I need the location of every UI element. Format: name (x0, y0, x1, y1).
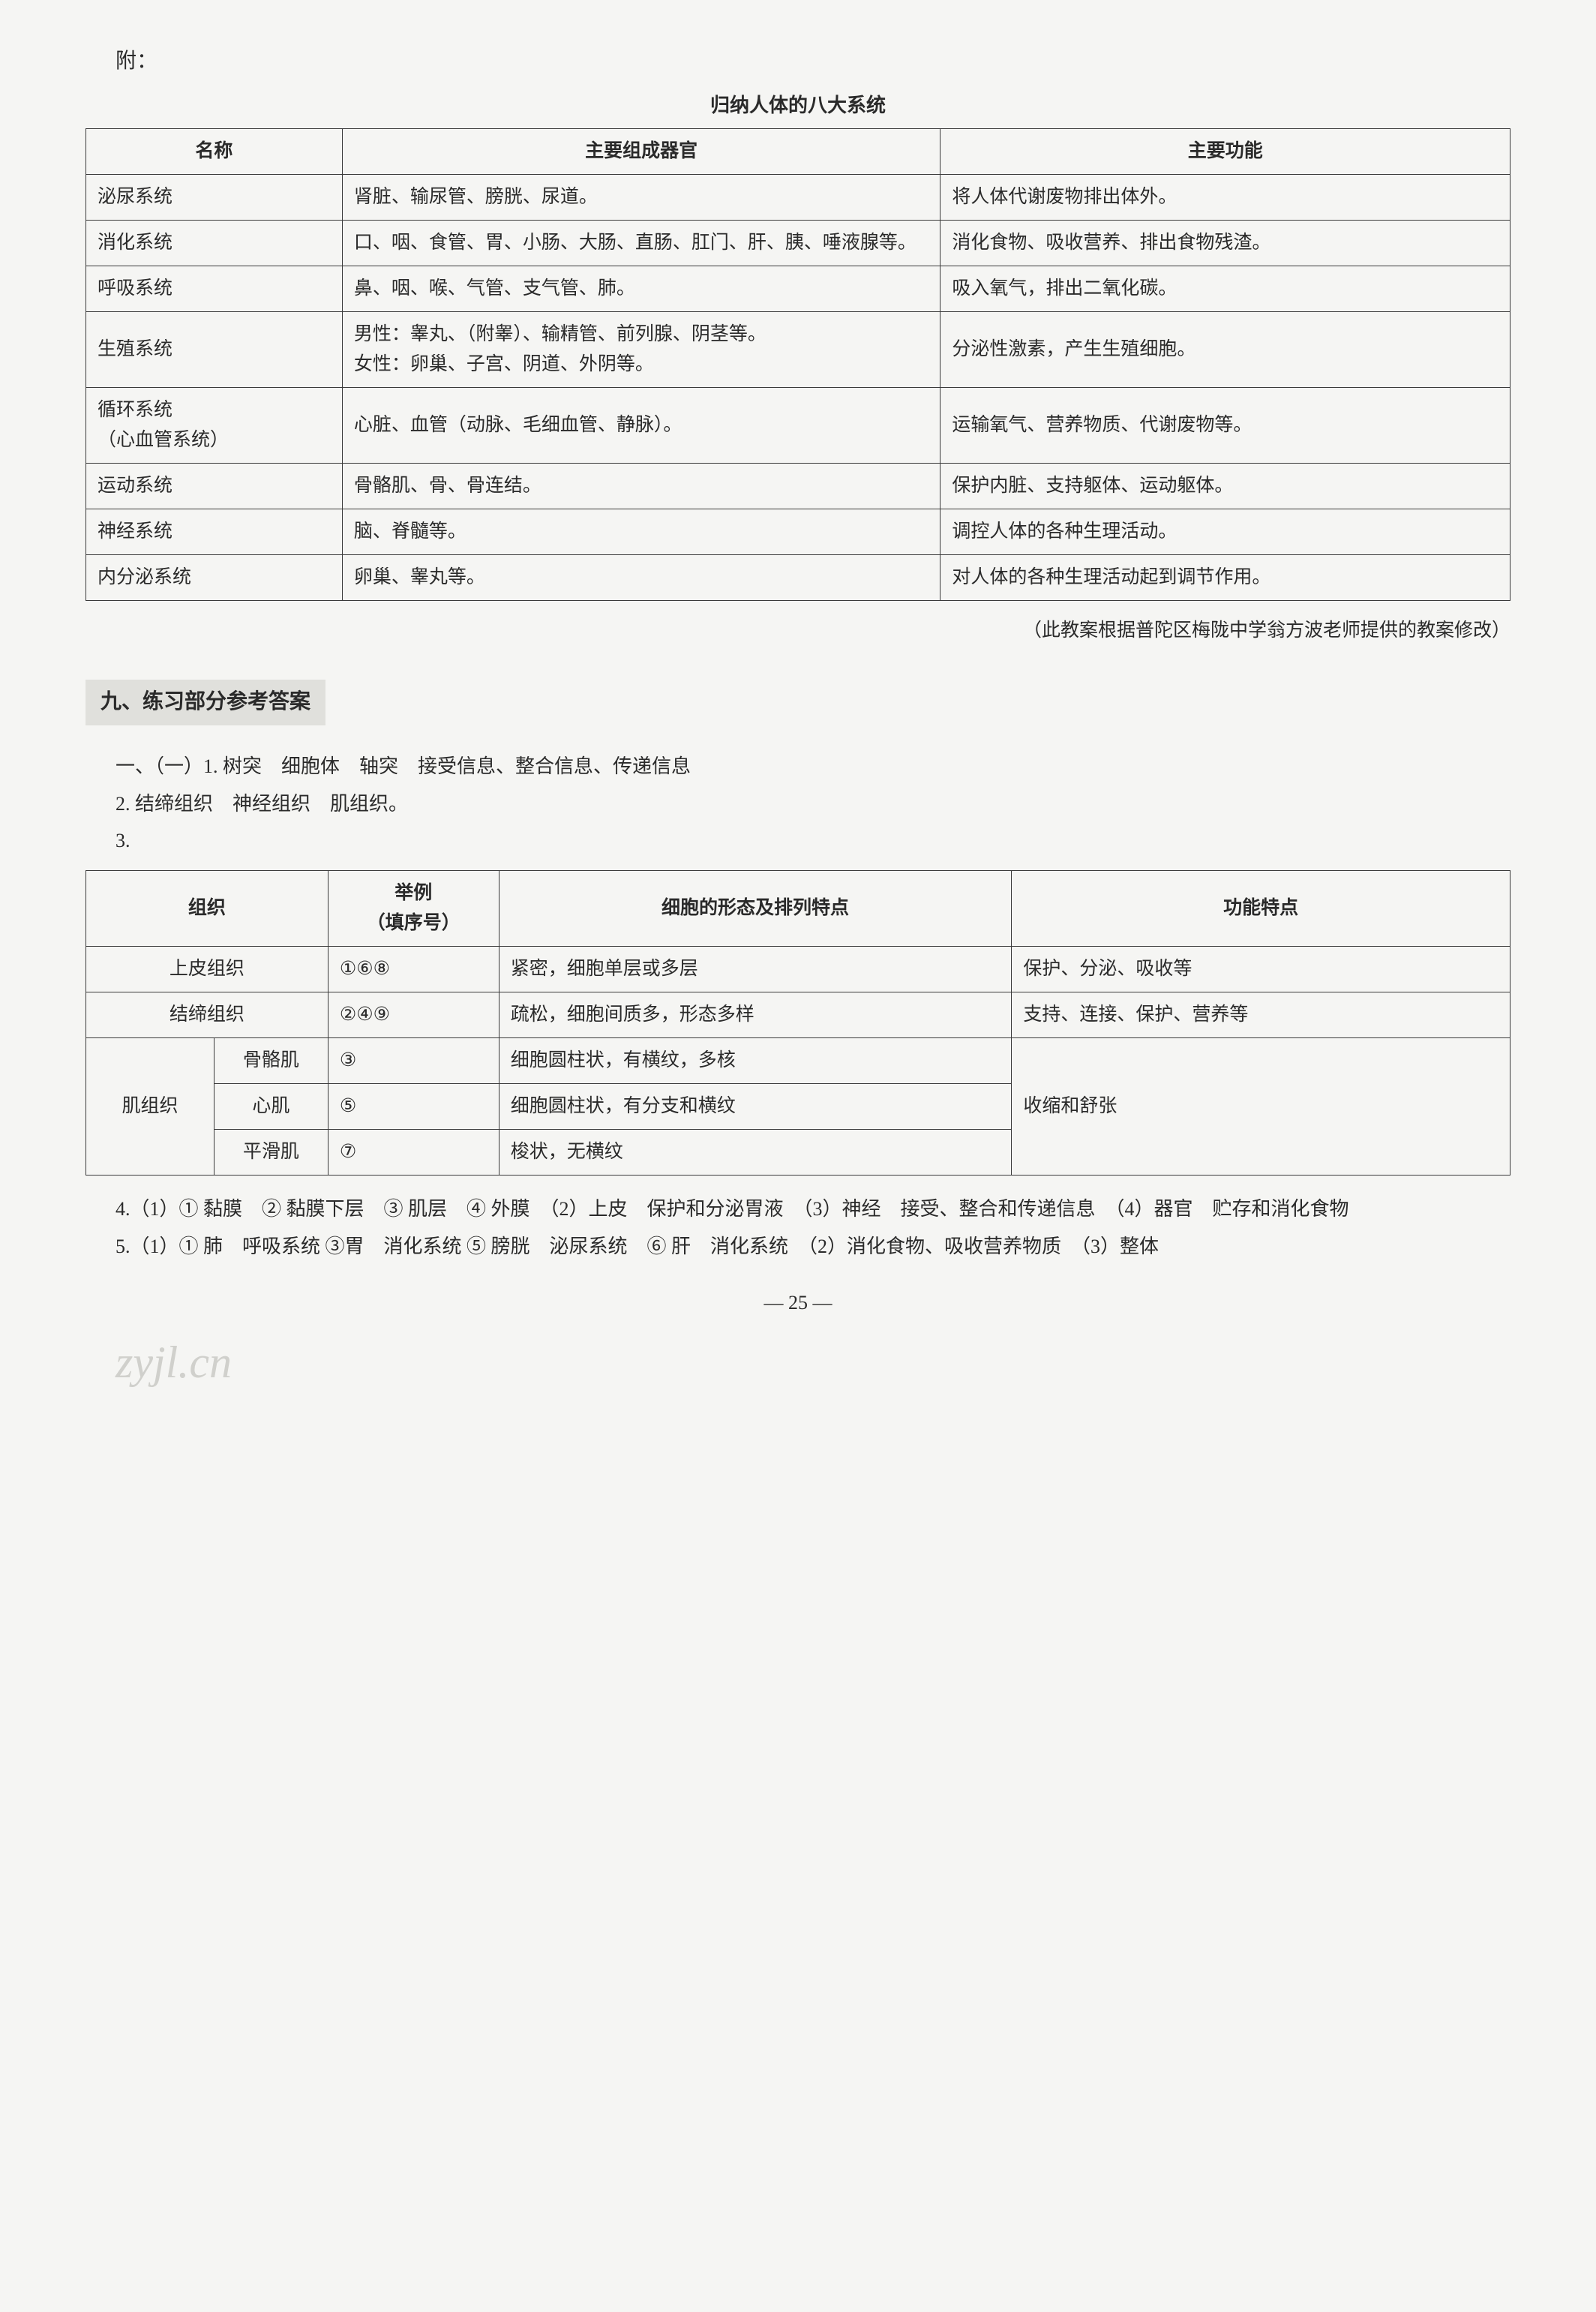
answer-line-4: 4.（1）① 黏膜 ② 黏膜下层 ③ 肌层 ④ 外膜 （2）上皮 保护和分泌胃液… (86, 1191, 1510, 1227)
table-cell: 神经系统 (86, 509, 343, 555)
table-cell: 疏松，细胞间质多，形态多样 (499, 992, 1012, 1038)
table-cell: 运动系统 (86, 464, 343, 509)
page-number: — 25 — (86, 1287, 1510, 1319)
table-cell: 鼻、咽、喉、气管、支气管、肺。 (342, 266, 940, 312)
table-row: 运动系统骨骼肌、骨、骨连结。保护内脏、支持躯体、运动躯体。 (86, 464, 1510, 509)
table-row: 泌尿系统肾脏、输尿管、膀胱、尿道。将人体代谢废物排出体外。 (86, 175, 1510, 221)
table-row: 生殖系统男性：睾丸、（附睾）、输精管、前列腺、阴茎等。 女性：卵巢、子宫、阴道、… (86, 312, 1510, 388)
table-cell: ③ (328, 1038, 499, 1084)
table-cell: 骨骼肌 (214, 1038, 328, 1084)
table-cell: 支持、连接、保护、营养等 (1012, 992, 1510, 1038)
table-cell: 结缔组织 (86, 992, 328, 1038)
table-cell: 肌组织 (86, 1038, 214, 1176)
table-row: 肌组织骨骼肌③细胞圆柱状，有横纹，多核收缩和舒张 (86, 1038, 1510, 1084)
table1-title: 归纳人体的八大系统 (86, 90, 1510, 122)
table-cell: 脑、脊髓等。 (342, 509, 940, 555)
table1-header-name: 名称 (86, 129, 343, 175)
table-cell: 运输氧气、营养物质、代谢废物等。 (940, 388, 1510, 464)
table-cell: 调控人体的各种生理活动。 (940, 509, 1510, 555)
table-cell: 梭状，无横纹 (499, 1130, 1012, 1176)
table-cell: 生殖系统 (86, 312, 343, 388)
table-row: 循环系统 （心血管系统）心脏、血管（动脉、毛细血管、静脉）。运输氧气、营养物质、… (86, 388, 1510, 464)
tissue-table: 组织 举例 （填序号） 细胞的形态及排列特点 功能特点 上皮组织①⑥⑧紧密，细胞… (86, 870, 1510, 1176)
table-cell: ②④⑨ (328, 992, 499, 1038)
table1-header-organs: 主要组成器官 (342, 129, 940, 175)
table2-body: 上皮组织①⑥⑧紧密，细胞单层或多层保护、分泌、吸收等结缔组织②④⑨疏松，细胞间质… (86, 947, 1510, 1176)
page-container: 附： 归纳人体的八大系统 名称 主要组成器官 主要功能 泌尿系统肾脏、输尿管、膀… (86, 45, 1510, 1398)
table-cell: ⑤ (328, 1084, 499, 1130)
table-cell: 平滑肌 (214, 1130, 328, 1176)
table-row: 消化系统口、咽、食管、胃、小肠、大肠、直肠、肛门、肝、胰、唾液腺等。消化食物、吸… (86, 221, 1510, 266)
answers-block: 一、（一）1. 树突 细胞体 轴突 接受信息、整合信息、传递信息 2. 结缔组织… (116, 748, 1510, 859)
table1-body: 泌尿系统肾脏、输尿管、膀胱、尿道。将人体代谢废物排出体外。消化系统口、咽、食管、… (86, 175, 1510, 601)
table-cell: 收缩和舒张 (1012, 1038, 1510, 1176)
table-cell: 保护内脏、支持躯体、运动躯体。 (940, 464, 1510, 509)
table2-header-morph: 细胞的形态及排列特点 (499, 871, 1012, 947)
answer-line-3: 3. (116, 822, 1510, 859)
table2-header-tissue: 组织 (86, 871, 328, 947)
table2-header-func: 功能特点 (1012, 871, 1510, 947)
table-cell: 保护、分泌、吸收等 (1012, 947, 1510, 992)
table-cell: 男性：睾丸、（附睾）、输精管、前列腺、阴茎等。 女性：卵巢、子宫、阴道、外阴等。 (342, 312, 940, 388)
section-header: 九、练习部分参考答案 (86, 680, 326, 725)
table-cell: 细胞圆柱状，有分支和横纹 (499, 1084, 1012, 1130)
table-cell: 将人体代谢废物排出体外。 (940, 175, 1510, 221)
table-row: 结缔组织②④⑨疏松，细胞间质多，形态多样支持、连接、保护、营养等 (86, 992, 1510, 1038)
table1-header-function: 主要功能 (940, 129, 1510, 175)
table-cell: 卵巢、睾丸等。 (342, 555, 940, 601)
table-cell: 内分泌系统 (86, 555, 343, 601)
table-cell: ①⑥⑧ (328, 947, 499, 992)
table-cell: 泌尿系统 (86, 175, 343, 221)
table-row: 呼吸系统鼻、咽、喉、气管、支气管、肺。吸入氧气，排出二氧化碳。 (86, 266, 1510, 312)
table-cell: 消化食物、吸收营养、排出食物残渣。 (940, 221, 1510, 266)
table-cell: 对人体的各种生理活动起到调节作用。 (940, 555, 1510, 601)
table-cell: 循环系统 （心血管系统） (86, 388, 343, 464)
table-cell: 口、咽、食管、胃、小肠、大肠、直肠、肛门、肝、胰、唾液腺等。 (342, 221, 940, 266)
systems-table: 名称 主要组成器官 主要功能 泌尿系统肾脏、输尿管、膀胱、尿道。将人体代谢废物排… (86, 128, 1510, 601)
table-row: 内分泌系统卵巢、睾丸等。对人体的各种生理活动起到调节作用。 (86, 555, 1510, 601)
table-cell: 骨骼肌、骨、骨连结。 (342, 464, 940, 509)
table-cell: 细胞圆柱状，有横纹，多核 (499, 1038, 1012, 1084)
attach-label: 附： (116, 45, 1510, 79)
watermark-text: zyjl.cn (116, 1326, 1510, 1398)
table-cell: 心肌 (214, 1084, 328, 1130)
answers-block-2: 4.（1）① 黏膜 ② 黏膜下层 ③ 肌层 ④ 外膜 （2）上皮 保护和分泌胃液… (86, 1191, 1510, 1265)
table-cell: 消化系统 (86, 221, 343, 266)
table2-header-example: 举例 （填序号） (328, 871, 499, 947)
table-row: 神经系统脑、脊髓等。调控人体的各种生理活动。 (86, 509, 1510, 555)
table-cell: 上皮组织 (86, 947, 328, 992)
table-cell: 分泌性激素，产生生殖细胞。 (940, 312, 1510, 388)
table-cell: ⑦ (328, 1130, 499, 1176)
table-cell: 吸入氧气，排出二氧化碳。 (940, 266, 1510, 312)
table-row: 上皮组织①⑥⑧紧密，细胞单层或多层保护、分泌、吸收等 (86, 947, 1510, 992)
table-cell: 肾脏、输尿管、膀胱、尿道。 (342, 175, 940, 221)
table-cell: 紧密，细胞单层或多层 (499, 947, 1012, 992)
answer-line-5: 5.（1）① 肺 呼吸系统 ③胃 消化系统 ⑤ 膀胱 泌尿系统 ⑥ 肝 消化系统… (86, 1228, 1510, 1265)
table-cell: 心脏、血管（动脉、毛细血管、静脉）。 (342, 388, 940, 464)
answer-line-2: 2. 结缔组织 神经组织 肌组织。 (116, 785, 1510, 822)
table1-note: （此教案根据普陀区梅陇中学翁方波老师提供的教案修改） (86, 616, 1510, 646)
answer-line-1: 一、（一）1. 树突 细胞体 轴突 接受信息、整合信息、传递信息 (116, 748, 1510, 785)
table-cell: 呼吸系统 (86, 266, 343, 312)
